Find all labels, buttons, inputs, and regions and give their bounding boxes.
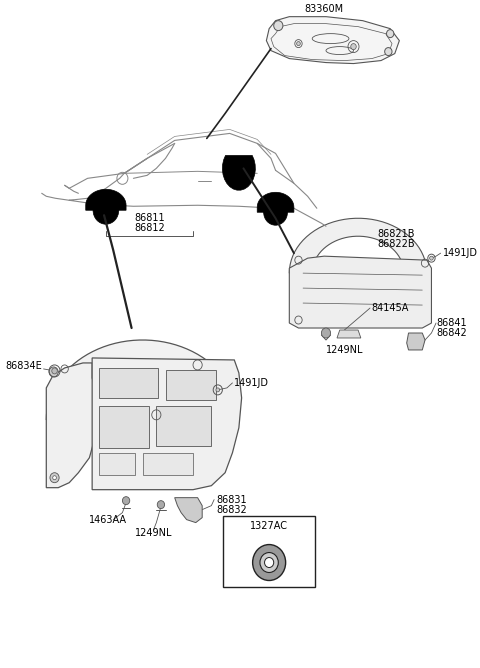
Text: 86812: 86812 [134,223,165,233]
Polygon shape [46,363,97,488]
Circle shape [274,21,283,31]
Polygon shape [289,256,432,328]
Bar [143,453,193,475]
Bar [166,370,216,400]
Text: 1491JD: 1491JD [443,248,478,258]
Polygon shape [86,189,126,210]
Circle shape [264,558,274,568]
Text: 86832: 86832 [216,504,247,514]
Circle shape [216,388,220,392]
Polygon shape [222,156,255,190]
Bar [98,368,158,398]
Circle shape [52,368,57,374]
Circle shape [430,256,433,260]
Bar [98,453,135,475]
Text: 86822B: 86822B [377,239,415,249]
Text: 83360M: 83360M [305,4,344,13]
Circle shape [49,367,58,377]
Circle shape [322,328,331,338]
Text: 1463AA: 1463AA [89,514,127,524]
Text: 86842: 86842 [436,328,467,338]
Text: 1327AC: 1327AC [250,520,288,530]
Circle shape [157,500,165,508]
Polygon shape [266,17,399,63]
Polygon shape [175,498,202,522]
Text: 1249NL: 1249NL [326,345,363,355]
Circle shape [93,196,119,224]
Circle shape [384,47,392,55]
Polygon shape [337,330,361,338]
Polygon shape [257,192,294,212]
Circle shape [386,29,394,37]
Text: 84145A: 84145A [372,303,409,313]
Circle shape [252,544,286,580]
Text: 86834E: 86834E [5,361,42,371]
Circle shape [53,476,56,480]
Circle shape [351,43,356,49]
Circle shape [297,41,300,45]
Circle shape [264,199,288,225]
Polygon shape [407,333,425,350]
Text: 86811: 86811 [134,213,165,223]
Text: 86841: 86841 [436,318,467,328]
Text: 1491JD: 1491JD [234,378,269,388]
Text: 86831: 86831 [216,495,247,504]
Bar [223,516,315,587]
Bar [98,406,149,448]
Text: 1249NL: 1249NL [135,528,172,538]
Polygon shape [46,340,239,420]
Polygon shape [92,358,241,490]
Circle shape [122,497,130,504]
Circle shape [260,552,278,572]
Polygon shape [289,218,427,273]
Bar [156,406,211,446]
Text: 86821B: 86821B [377,229,415,239]
Circle shape [50,473,59,483]
